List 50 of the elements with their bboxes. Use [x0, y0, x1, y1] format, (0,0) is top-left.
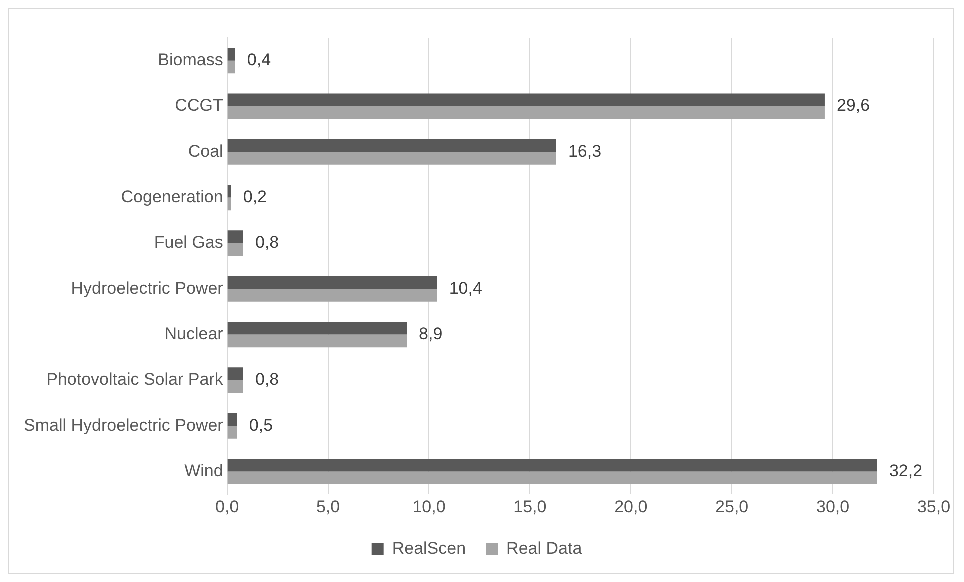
y-tick-label: Small Hydroelectric Power	[24, 416, 224, 435]
bar	[228, 458, 878, 472]
x-tick-label: 0,0	[216, 497, 240, 516]
x-tick-label: 25,0	[716, 497, 749, 516]
bar	[228, 198, 232, 211]
data-label: 0,8	[255, 370, 280, 390]
data-label: 10,4	[449, 278, 482, 298]
y-tick-label: Coal	[188, 142, 224, 161]
bar	[228, 368, 244, 380]
data-label: 0,8	[255, 233, 280, 252]
y-tick-label: Photovoltaic Solar Park	[46, 370, 224, 390]
bar	[228, 48, 236, 61]
y-tick-label: Wind	[184, 461, 224, 480]
bar	[228, 139, 556, 152]
bar	[228, 472, 878, 485]
legend-label: RealScen	[392, 539, 466, 558]
bar	[228, 276, 438, 290]
y-tick-label: Biomass	[158, 50, 224, 70]
bar	[228, 426, 238, 439]
x-tick-label: 5,0	[316, 497, 340, 516]
data-label: 0,2	[243, 187, 268, 206]
y-tick-label: Nuclear	[164, 324, 224, 344]
legend-label: Real Data	[506, 539, 583, 558]
y-tick-label: Hydroelectric Power	[71, 278, 224, 298]
x-tick-label: 35,0	[917, 497, 951, 516]
data-label: 29,6	[836, 96, 870, 116]
bar	[228, 230, 244, 244]
bar	[228, 380, 244, 394]
bar	[228, 94, 825, 106]
bar	[228, 289, 438, 302]
data-label: 8,9	[419, 324, 443, 344]
y-tick-label: Cogeneration	[121, 187, 224, 206]
bar	[228, 60, 236, 74]
y-tick-label: CCGT	[175, 96, 224, 116]
bar	[228, 106, 825, 120]
data-label: 32,2	[889, 461, 923, 480]
x-tick-label: 30,0	[816, 497, 850, 516]
bar	[228, 413, 238, 426]
x-tick-label: 10,0	[412, 497, 446, 516]
bar	[228, 334, 408, 348]
bar	[228, 185, 232, 198]
data-label: 16,3	[568, 142, 602, 161]
bar	[228, 152, 556, 165]
x-tick-label: 15,0	[514, 497, 547, 516]
bar	[228, 243, 244, 256]
data-label: 0,5	[249, 416, 274, 435]
data-label: 0,4	[247, 50, 272, 70]
bar	[228, 322, 408, 335]
x-tick-label: 20,0	[614, 497, 648, 516]
y-tick-label: Fuel Gas	[154, 233, 224, 252]
